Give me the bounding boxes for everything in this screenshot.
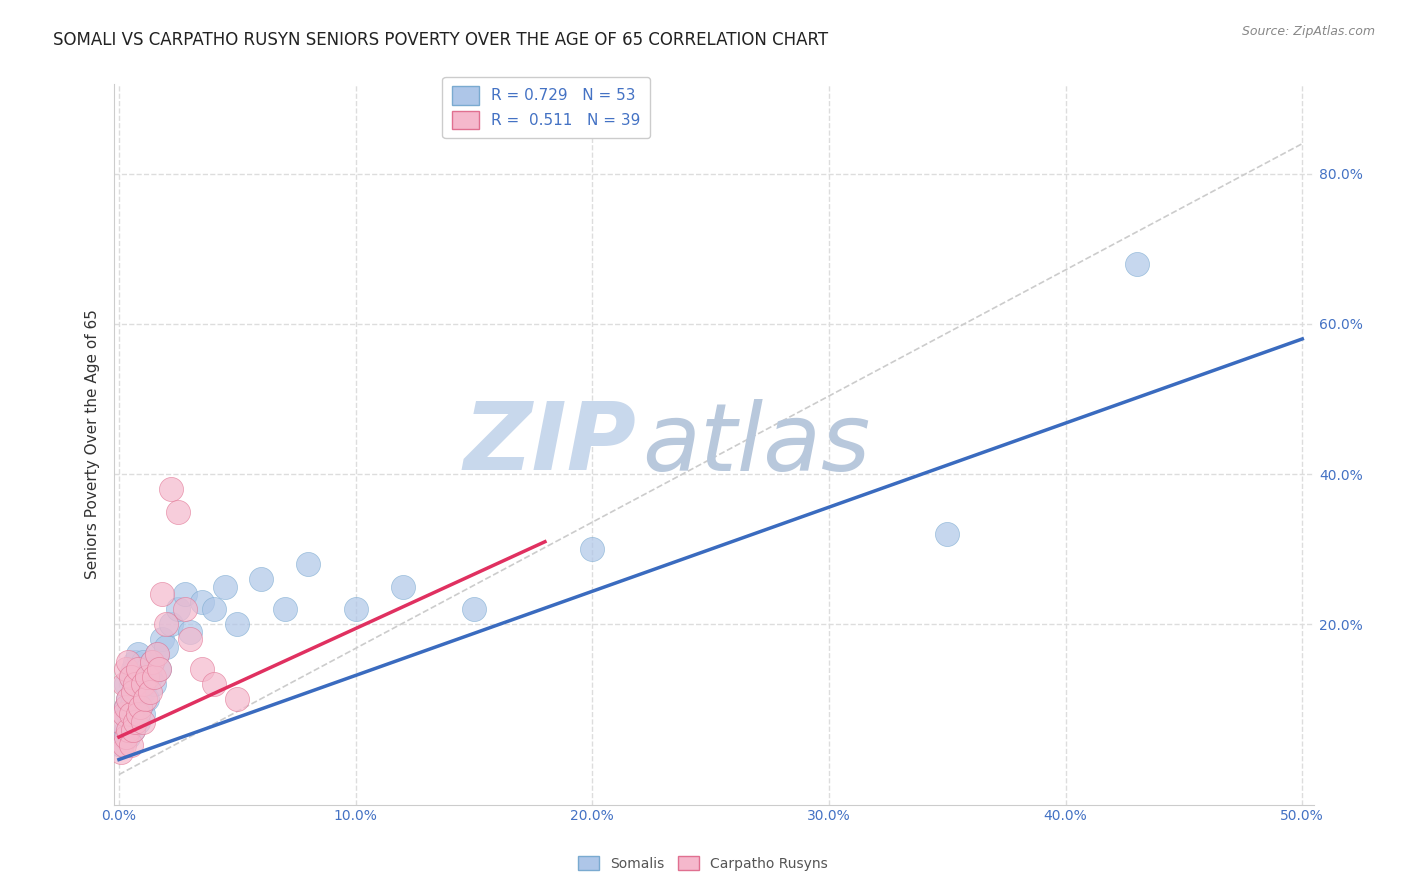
Point: [110, 738, 132, 752]
Point: [110, 714, 132, 729]
Legend: R = 0.729   N = 53, R =  0.511   N = 39: R = 0.729 N = 53, R = 0.511 N = 39: [443, 77, 650, 138]
Point: [146, 648, 169, 662]
Point: [138, 685, 160, 699]
Point: [179, 624, 201, 639]
Point: [250, 572, 273, 586]
Point: [120, 670, 142, 684]
Point: [112, 738, 135, 752]
Point: [120, 670, 142, 684]
Point: [117, 707, 139, 722]
Point: [136, 662, 159, 676]
Point: [115, 677, 138, 691]
Point: [155, 617, 177, 632]
Point: [112, 707, 135, 722]
Point: [134, 692, 156, 706]
Point: [117, 730, 139, 744]
Point: [124, 677, 146, 691]
Point: [174, 587, 197, 601]
Point: [190, 595, 212, 609]
Point: [214, 580, 236, 594]
Point: [117, 723, 139, 737]
Point: [122, 662, 145, 676]
Point: [115, 723, 138, 737]
Point: [131, 655, 153, 669]
Point: [141, 655, 163, 669]
Point: [120, 714, 142, 729]
Point: [226, 617, 249, 632]
Point: [124, 714, 146, 729]
Point: [112, 677, 135, 691]
Point: [146, 648, 169, 662]
Y-axis label: Seniors Poverty Over the Age of 65: Seniors Poverty Over the Age of 65: [86, 310, 100, 579]
Point: [1125, 257, 1147, 271]
Text: Source: ZipAtlas.com: Source: ZipAtlas.com: [1241, 25, 1375, 38]
Point: [112, 707, 135, 722]
Point: [202, 602, 225, 616]
Point: [167, 505, 190, 519]
Point: [117, 655, 139, 669]
Point: [160, 482, 183, 496]
Point: [127, 648, 149, 662]
Point: [115, 662, 138, 676]
Point: [143, 670, 166, 684]
Point: [344, 602, 367, 616]
Point: [463, 602, 485, 616]
Text: atlas: atlas: [643, 399, 870, 490]
Point: [148, 662, 170, 676]
Point: [141, 655, 163, 669]
Point: [936, 527, 959, 541]
Point: [120, 738, 142, 752]
Point: [127, 677, 149, 691]
Point: [150, 587, 173, 601]
Point: [115, 730, 138, 744]
Point: [134, 677, 156, 691]
Point: [202, 677, 225, 691]
Point: [297, 558, 319, 572]
Point: [124, 655, 146, 669]
Point: [129, 700, 152, 714]
Point: [148, 662, 170, 676]
Point: [150, 632, 173, 647]
Point: [581, 542, 603, 557]
Point: [174, 602, 197, 616]
Point: [136, 692, 159, 706]
Point: [131, 714, 153, 729]
Point: [167, 602, 190, 616]
Point: [127, 707, 149, 722]
Point: [160, 617, 183, 632]
Point: [179, 632, 201, 647]
Point: [131, 707, 153, 722]
Point: [131, 677, 153, 691]
Point: [131, 685, 153, 699]
Text: ZIP: ZIP: [464, 398, 636, 490]
Point: [129, 700, 152, 714]
Point: [127, 662, 149, 676]
Point: [190, 662, 212, 676]
Point: [122, 685, 145, 699]
Point: [122, 692, 145, 706]
Point: [143, 677, 166, 691]
Point: [115, 700, 138, 714]
Point: [273, 602, 295, 616]
Point: [110, 745, 132, 759]
Point: [124, 685, 146, 699]
Point: [115, 700, 138, 714]
Point: [124, 707, 146, 722]
Point: [122, 723, 145, 737]
Text: SOMALI VS CARPATHO RUSYN SENIORS POVERTY OVER THE AGE OF 65 CORRELATION CHART: SOMALI VS CARPATHO RUSYN SENIORS POVERTY…: [53, 31, 828, 49]
Point: [129, 670, 152, 684]
Point: [138, 670, 160, 684]
Point: [120, 707, 142, 722]
Point: [127, 714, 149, 729]
Legend: Somalis, Carpatho Rusyns: Somalis, Carpatho Rusyns: [572, 850, 834, 876]
Point: [112, 730, 135, 744]
Point: [120, 700, 142, 714]
Point: [122, 723, 145, 737]
Point: [117, 692, 139, 706]
Point: [136, 670, 159, 684]
Point: [226, 692, 249, 706]
Point: [392, 580, 415, 594]
Point: [155, 640, 177, 654]
Point: [117, 692, 139, 706]
